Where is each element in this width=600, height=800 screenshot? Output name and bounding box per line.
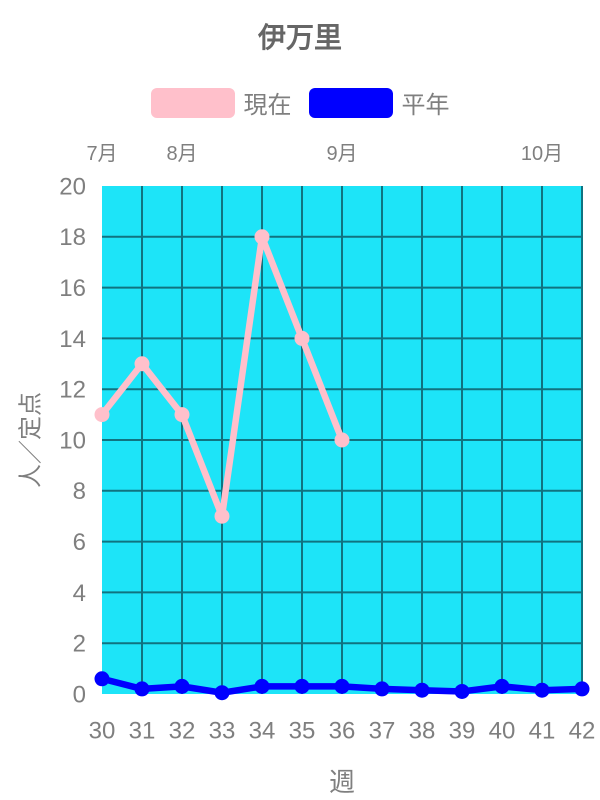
month-label: 7月 [86, 143, 117, 165]
legend-item-current[interactable]: 現在 [150, 85, 292, 120]
data-point-average [254, 678, 270, 694]
x-tick-label: 41 [529, 717, 556, 744]
data-point-average [134, 681, 150, 697]
x-tick-label: 33 [209, 717, 236, 744]
data-point-average [414, 682, 430, 698]
month-label: 9月 [326, 143, 357, 165]
x-tick-label: 34 [249, 717, 276, 744]
data-point-current [254, 229, 270, 245]
y-tick-label: 6 [73, 529, 86, 556]
legend: 現在 平年 [0, 85, 600, 120]
data-point-average [174, 678, 190, 694]
x-tick-label: 38 [409, 717, 436, 744]
data-point-average [534, 682, 550, 698]
data-point-current [174, 407, 190, 423]
x-axis-title: 週 [328, 767, 355, 797]
y-axis-title: 人／定点 [17, 392, 45, 488]
legend-label-current: 現在 [243, 92, 292, 119]
legend-item-average[interactable]: 平年 [308, 85, 450, 120]
x-tick-label: 35 [289, 717, 316, 744]
x-tick-label: 37 [369, 717, 396, 744]
average-series-swatch [308, 87, 393, 118]
x-tick-label: 31 [129, 717, 156, 744]
legend-label-average: 平年 [401, 92, 450, 119]
y-tick-label: 8 [73, 478, 86, 505]
y-tick-label: 14 [59, 326, 86, 353]
y-tick-label: 10 [59, 427, 86, 454]
chart-title: 伊万里 [257, 22, 342, 53]
data-point-average [214, 685, 230, 701]
y-tick-label: 20 [59, 173, 86, 200]
data-point-current [214, 508, 230, 524]
x-tick-label: 32 [169, 717, 196, 744]
y-tick-label: 0 [73, 681, 86, 708]
y-tick-label: 18 [59, 224, 86, 251]
x-tick-label: 42 [569, 717, 596, 744]
y-tick-label: 2 [73, 631, 86, 658]
x-tick-label: 36 [329, 717, 356, 744]
y-tick-label: 16 [59, 275, 86, 302]
data-point-current [334, 432, 350, 448]
y-tick-label: 12 [59, 377, 86, 404]
data-point-average [454, 683, 470, 699]
data-point-average [334, 678, 350, 694]
data-point-average [294, 678, 310, 694]
x-tick-label: 40 [489, 717, 516, 744]
current-series-swatch [150, 87, 235, 118]
y-tick-label: 4 [73, 580, 86, 607]
x-tick-label: 30 [89, 717, 116, 744]
data-point-average [374, 681, 390, 697]
data-point-average [494, 678, 510, 694]
data-point-current [94, 407, 110, 423]
data-point-average [94, 671, 110, 687]
x-tick-label: 39 [449, 717, 476, 744]
data-point-average [574, 681, 590, 697]
month-label: 10月 [521, 143, 563, 165]
data-point-current [294, 330, 310, 346]
data-point-current [134, 356, 150, 372]
month-label: 8月 [166, 143, 197, 165]
